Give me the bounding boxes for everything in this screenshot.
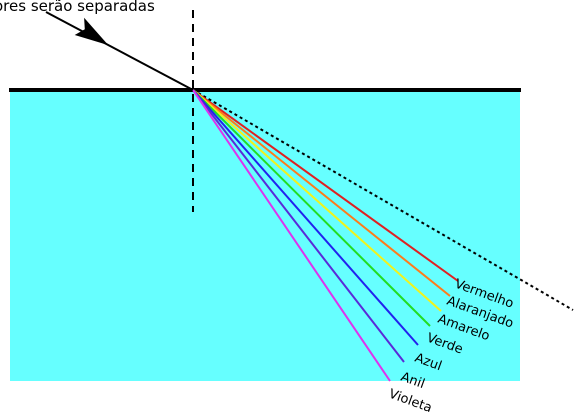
- ray-anil-line: [192, 89, 405, 363]
- ray-vermelho-line: [192, 89, 459, 282]
- ray-violeta-line: [192, 89, 391, 382]
- incident-ray-arrowhead: [74, 17, 109, 46]
- ray-violeta-label: Violeta: [387, 387, 434, 416]
- refracting-medium: [10, 90, 520, 381]
- incident-ray-line: [45, 11, 194, 91]
- dispersed-rays-group: [192, 89, 459, 382]
- caption-text: ores serão separadas: [0, 0, 155, 15]
- ray-azul-line: [192, 89, 419, 346]
- ray-alaranjado-line: [192, 89, 451, 297]
- ray-verde-line: [192, 89, 431, 327]
- ray-amarelo-line: [192, 89, 442, 312]
- undeviated-ray-line: [192, 89, 574, 311]
